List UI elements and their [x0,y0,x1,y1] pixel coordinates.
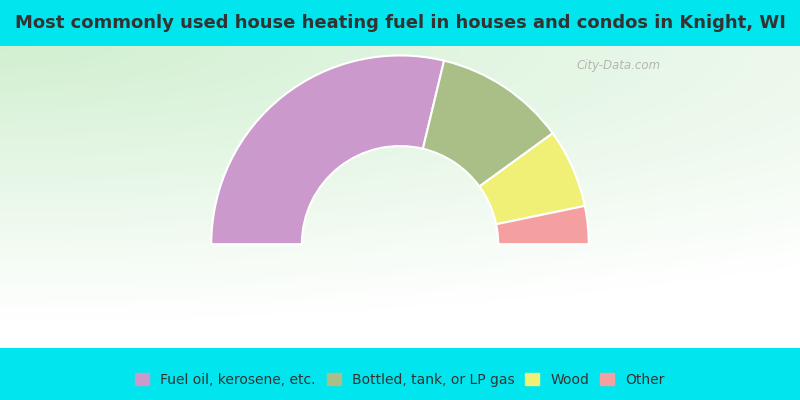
Wedge shape [423,61,553,186]
Legend: Fuel oil, kerosene, etc., Bottled, tank, or LP gas, Wood, Other: Fuel oil, kerosene, etc., Bottled, tank,… [131,369,669,391]
Wedge shape [496,206,589,244]
Text: City-Data.com: City-Data.com [576,59,661,72]
Text: Most commonly used house heating fuel in houses and condos in Knight, WI: Most commonly used house heating fuel in… [14,14,786,32]
Wedge shape [211,56,444,244]
Wedge shape [479,133,585,224]
